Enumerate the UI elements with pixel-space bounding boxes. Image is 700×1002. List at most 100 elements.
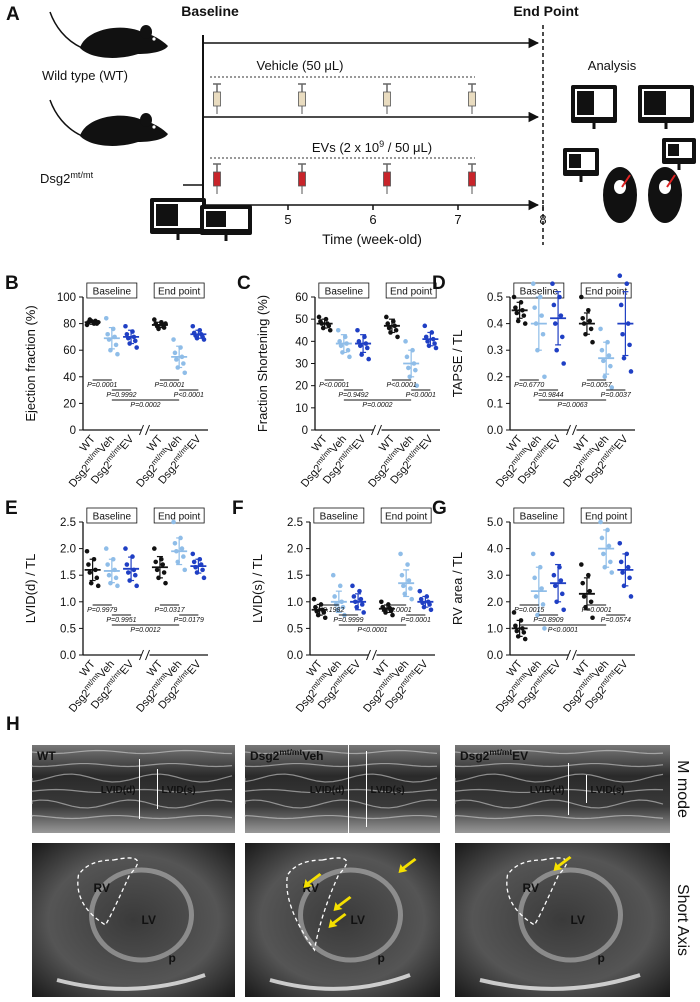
panel-label: H xyxy=(6,714,20,735)
data-point xyxy=(514,628,520,634)
data-point xyxy=(338,343,344,349)
panel-label: G xyxy=(432,498,447,519)
y-tick-label: 0.5 xyxy=(287,623,303,635)
data-point xyxy=(401,583,406,589)
p-value: P<0.0001 xyxy=(548,627,578,634)
label-part: Veh xyxy=(302,749,323,763)
data-point xyxy=(366,356,371,362)
data-point xyxy=(403,339,408,344)
mouse-tail xyxy=(49,99,83,137)
data-point xyxy=(542,626,547,631)
data-point xyxy=(513,305,518,310)
data-point xyxy=(179,546,185,551)
yellow-arrow xyxy=(333,896,352,911)
data-point xyxy=(311,596,317,602)
time-tick-label: 7 xyxy=(454,212,461,227)
label-part: mt/mt xyxy=(70,170,93,180)
row-label: Short Axis xyxy=(674,884,691,956)
p-value: P<0.0001 xyxy=(174,392,204,399)
panel-label: B xyxy=(5,273,19,294)
p-value: P=0.9999 xyxy=(333,617,363,624)
data-point xyxy=(539,586,544,591)
data-point xyxy=(608,559,613,565)
data-point xyxy=(181,554,186,559)
label: EVs (2 x 109 / 50 μL) xyxy=(312,139,432,155)
data-point xyxy=(586,308,591,313)
m-mode-trace xyxy=(31,799,233,809)
label-part: Dsg2 xyxy=(89,684,115,711)
p-value: P=0.0015 xyxy=(514,607,544,614)
mouse-icon xyxy=(80,27,168,58)
data-point xyxy=(618,302,624,308)
region-label: p xyxy=(378,951,385,965)
group-box xyxy=(86,507,138,524)
data-point xyxy=(395,334,400,340)
data-point xyxy=(123,546,128,551)
data-point xyxy=(393,327,399,333)
m-mode-trace xyxy=(244,762,438,768)
data-point xyxy=(340,604,346,610)
data-point xyxy=(103,546,109,551)
measure-label: LVID(s) xyxy=(371,785,405,796)
data-point xyxy=(559,591,565,597)
panel-label: A xyxy=(6,4,20,25)
analysis-label: Analysis xyxy=(588,58,637,73)
p-value: P=0.1982 xyxy=(314,607,344,614)
data-point xyxy=(425,339,430,344)
data-point xyxy=(558,313,564,318)
data-point xyxy=(418,596,424,602)
y-tick-label: 0.5 xyxy=(60,623,76,635)
data-point xyxy=(115,351,120,357)
data-point xyxy=(88,580,94,586)
axis-break xyxy=(572,424,577,436)
start-label: Baseline xyxy=(181,3,239,19)
data-point xyxy=(106,572,112,578)
m-mode-trace xyxy=(244,749,438,755)
data-point xyxy=(172,350,178,356)
group-label: Baseline xyxy=(325,287,364,298)
data-point xyxy=(132,338,138,344)
data-point xyxy=(404,354,410,360)
data-point xyxy=(530,551,536,557)
data-point xyxy=(406,578,412,583)
panel-label: D xyxy=(432,273,446,294)
data-point xyxy=(358,596,364,602)
data-point xyxy=(414,383,420,388)
screen-img xyxy=(644,91,666,115)
label-part: Dsg2 xyxy=(383,684,409,711)
y-tick-label: 0.0 xyxy=(487,425,503,437)
m-mode-trace xyxy=(454,799,664,809)
data-point xyxy=(628,369,634,374)
group-box xyxy=(380,507,432,524)
region-label: RV xyxy=(523,881,539,895)
p-value: P=0.0001 xyxy=(401,617,431,624)
data-point xyxy=(357,588,362,594)
data-point xyxy=(405,562,410,567)
data-point xyxy=(153,559,159,565)
label-part: Dsg2 xyxy=(156,684,182,711)
y-tick-label: 2.0 xyxy=(287,544,303,556)
data-point xyxy=(581,594,587,599)
screen-img xyxy=(156,204,178,226)
data-point xyxy=(399,572,405,578)
group-box xyxy=(313,507,365,524)
short-axis-image xyxy=(245,843,440,997)
data-point xyxy=(617,540,623,546)
p-value: P=0.0002 xyxy=(130,402,160,409)
y-tick-label: 0.4 xyxy=(487,319,504,331)
y-tick-label: 20 xyxy=(295,381,308,393)
label-part: Dsg2 xyxy=(89,459,115,486)
rv-outline xyxy=(77,857,139,926)
data-point xyxy=(542,374,547,380)
data-point xyxy=(627,342,632,348)
data-point xyxy=(182,567,188,573)
lv-outline xyxy=(298,867,403,963)
y-tick-label: 3.0 xyxy=(487,570,503,582)
y-tick-label: 4.0 xyxy=(487,544,503,556)
data-point xyxy=(359,602,365,607)
data-point xyxy=(620,570,625,575)
m-mode-trace xyxy=(31,749,233,755)
axis-break xyxy=(377,424,382,436)
data-point xyxy=(406,365,411,371)
